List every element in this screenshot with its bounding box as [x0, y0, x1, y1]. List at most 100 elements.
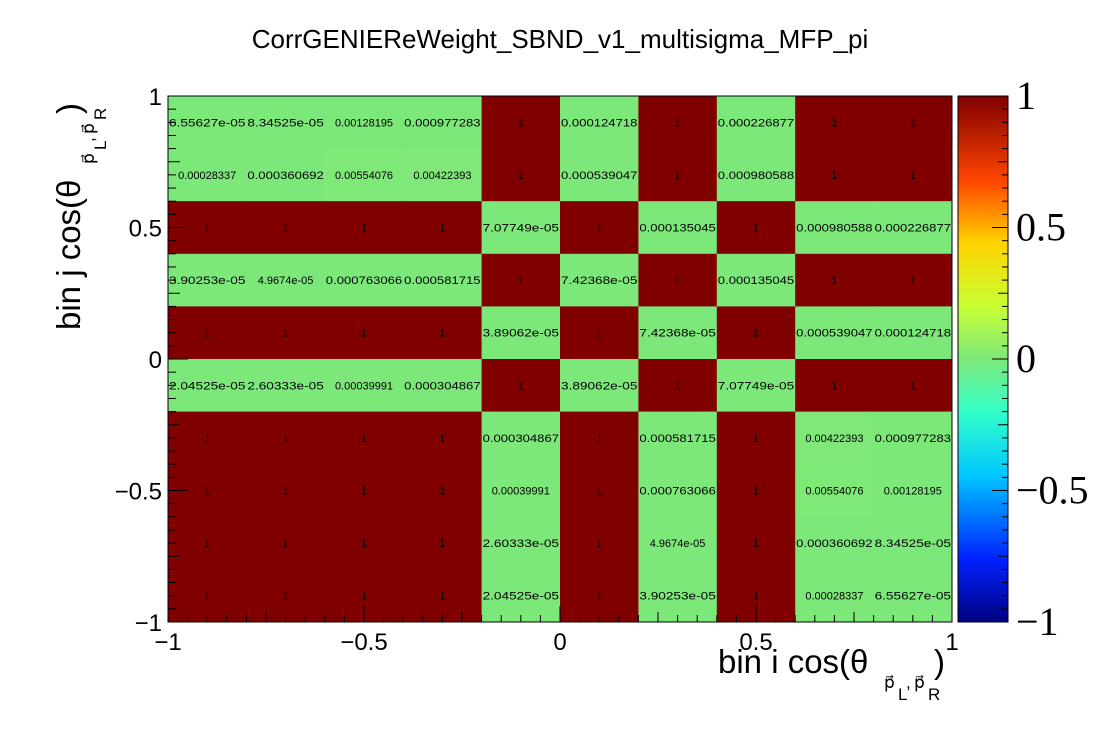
cell-value-label: 0.000360692	[247, 170, 323, 182]
cell-value-label: 0.000539047	[796, 328, 872, 340]
cell-value-label: 1	[831, 380, 837, 392]
cell-value-label: 1	[831, 170, 837, 182]
heatmap-cell-r3-c4	[481, 253, 561, 307]
heatmap-cell-r7-c1	[246, 464, 326, 518]
heatmap-cell-r2-c9	[873, 201, 953, 255]
cell-value-label: 1	[204, 538, 210, 550]
cell-value-label: 0.00422393	[413, 170, 471, 182]
heatmap-cell-r9-c4	[481, 569, 561, 623]
cell-value-label: 3.90253e-05	[639, 591, 715, 603]
cell-value-label: 1	[518, 170, 524, 182]
cell-value-label: 0.000226877	[718, 117, 794, 129]
heatmap-cell-r1-c9	[873, 148, 953, 202]
color-scale-tick-label: −0.5	[1016, 468, 1089, 513]
cell-value-label: 3.90253e-05	[169, 275, 245, 287]
heatmap-cell-r5-c7	[716, 359, 796, 413]
cell-value-label: 1	[283, 538, 289, 550]
heatmap-cell-r7-c2	[324, 464, 404, 518]
heatmap-cell-r7-c6	[638, 464, 718, 518]
cell-value-label: 0.000980588	[796, 223, 872, 235]
cell-value-label: 1	[675, 170, 681, 182]
cell-value-label: 1	[439, 223, 445, 235]
heatmap-cell-r6-c3	[403, 411, 483, 465]
heatmap-cell-r4-c5	[560, 306, 639, 360]
chart-title: CorrGENIEReWeight_SBND_v1_multisigma_MFP…	[252, 24, 869, 54]
heatmap-cell-r1-c8	[795, 148, 875, 202]
heatmap-cell-r4-c1	[246, 306, 326, 360]
heatmap-cell-r8-c9	[873, 516, 953, 570]
cell-value-label: 1	[753, 223, 759, 235]
cell-value-label: 1	[596, 538, 602, 550]
cell-value-label: 2.04525e-05	[169, 380, 245, 392]
heatmap-cell-r9-c6	[638, 569, 718, 623]
heatmap-cell-r9-c5	[560, 569, 639, 623]
heatmap-cell-r8-c5	[560, 516, 639, 570]
cell-value-label: 1	[361, 328, 367, 340]
x-axis-label-close: )	[934, 643, 945, 680]
heatmap-cell-r3-c3	[403, 253, 483, 307]
heatmap-cell-r3-c6	[638, 253, 718, 307]
heatmap-cell-r5-c9	[873, 359, 953, 413]
cell-value-label: 0.00554076	[335, 170, 393, 182]
cell-value-label: 0.000977283	[875, 433, 951, 445]
heatmap-cell-r0-c3	[403, 96, 483, 150]
heatmap-cell-r5-c4	[481, 359, 561, 413]
cell-value-label: 1	[910, 380, 916, 392]
heatmap-cell-r5-c8	[795, 359, 875, 413]
heatmap-cell-r0-c7	[716, 96, 796, 150]
heatmap-cell-r3-c7	[716, 253, 796, 307]
cell-value-label: 0.00554076	[805, 486, 863, 498]
heatmap-cell-r8-c0	[168, 516, 247, 570]
heatmap-cell-r7-c3	[403, 464, 483, 518]
y-axis-label-sub-comma: ,	[79, 137, 98, 142]
heatmap-cell-r2-c1	[246, 201, 326, 255]
x-axis-label: bin i cos(θ p⃗ L , p⃗ R )	[718, 643, 945, 704]
heatmap-cell-r2-c8	[795, 201, 875, 255]
x-tick-label: −1	[154, 629, 181, 656]
cell-value-label: 1	[204, 433, 210, 445]
cell-value-label: 6.55627e-05	[875, 591, 951, 603]
cell-value-label: 0.00039991	[492, 486, 550, 498]
heatmap-cell-r7-c4	[481, 464, 561, 518]
cell-value-label: 7.07749e-05	[483, 223, 559, 235]
cell-value-label: 4.9674e-05	[258, 275, 314, 287]
heatmap-cell-r5-c5	[560, 359, 639, 413]
heatmap-cell-r2-c7	[716, 201, 796, 255]
heatmap-cell-r0-c0	[168, 96, 247, 150]
y-axis: −1 −0.5 0 0.5 1	[115, 84, 188, 637]
color-scale-tick-label: −1	[1016, 599, 1059, 644]
x-axis: −1 −0.5 0 0.5 1	[154, 606, 959, 656]
cell-value-label: 1	[596, 591, 602, 603]
cell-value-label: 0.000763066	[326, 275, 402, 287]
heatmap-cell-r8-c3	[403, 516, 483, 570]
heatmap-cell-r4-c0	[168, 306, 247, 360]
heatmap-cell-r3-c1	[246, 253, 326, 307]
cell-value-label: 1	[283, 433, 289, 445]
heatmap-cell-r2-c4	[481, 201, 561, 255]
svg-text:bin i cos(θ: bin i cos(θ	[718, 643, 868, 680]
heatmap-cell-r1-c6	[638, 148, 718, 202]
heatmap-cell-r6-c8	[795, 411, 875, 465]
heatmap-cell-r8-c6	[638, 516, 718, 570]
color-scale-tick-label: 0.5	[1016, 205, 1066, 250]
cell-value-label: 0.00128195	[335, 117, 393, 129]
x-tick-label: 0	[553, 629, 566, 656]
heatmap-cell-r4-c2	[324, 306, 404, 360]
y-tick-label: 0.5	[129, 216, 162, 243]
cell-value-label: 0.000581715	[404, 275, 480, 287]
heatmap-cell-r6-c2	[324, 411, 404, 465]
y-axis-label-main: bin j cos(θ	[50, 180, 87, 330]
cell-value-label: 1	[283, 591, 289, 603]
y-axis-label: bin j cos(θ p⃗ L , p⃗ R )	[50, 103, 110, 330]
cell-value-label: 0.000977283	[404, 117, 480, 129]
heatmap-cell-r0-c2	[324, 96, 404, 150]
heatmap-cell-r0-c9	[873, 96, 953, 150]
heatmap-cell-r8-c2	[324, 516, 404, 570]
heatmap-cell-r2-c3	[403, 201, 483, 255]
x-axis-label-sub-p1: p⃗	[884, 673, 895, 692]
cell-value-label: 1	[831, 275, 837, 287]
cell-value-label: 2.60333e-05	[483, 538, 559, 550]
heatmap-cell-r4-c8	[795, 306, 875, 360]
heatmap-cell-r1-c4	[481, 148, 561, 202]
